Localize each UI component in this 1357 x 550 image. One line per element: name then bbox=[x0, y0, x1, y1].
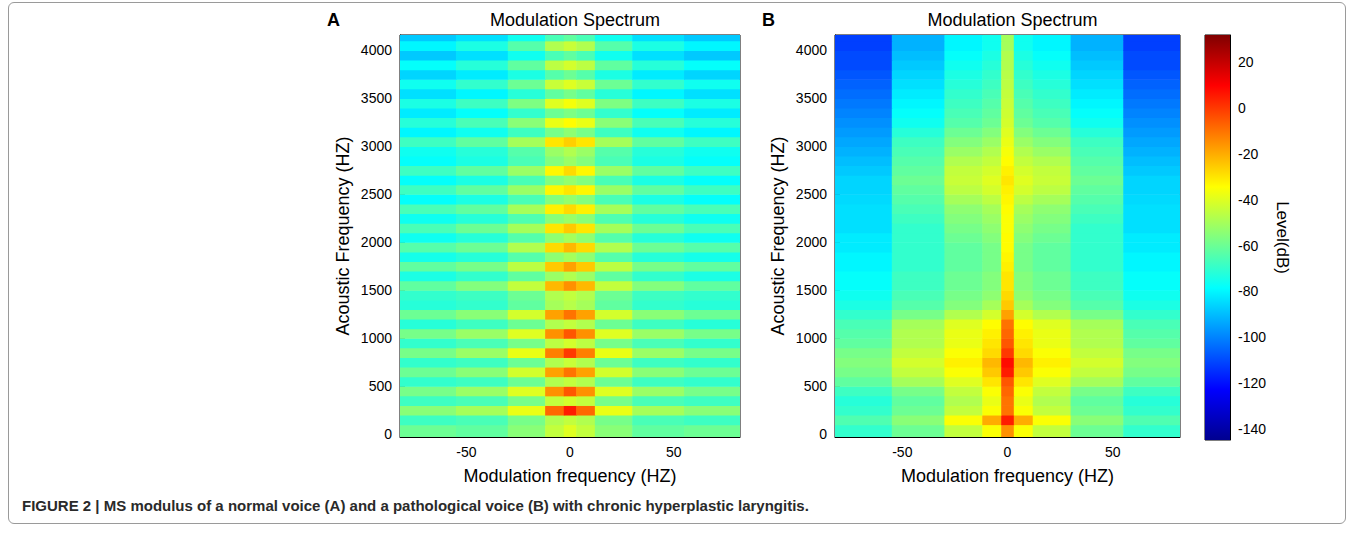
svg-text:-20: -20 bbox=[1238, 146, 1258, 162]
svg-text:-60: -60 bbox=[1238, 238, 1258, 254]
svg-text:3000: 3000 bbox=[361, 138, 392, 154]
svg-text:Acoustic Frequency (HZ): Acoustic Frequency (HZ) bbox=[768, 136, 788, 335]
svg-text:0: 0 bbox=[1004, 444, 1012, 460]
svg-text:50: 50 bbox=[666, 444, 682, 460]
svg-text:A: A bbox=[327, 10, 340, 30]
svg-text:50: 50 bbox=[1105, 444, 1121, 460]
svg-text:1000: 1000 bbox=[796, 330, 827, 346]
svg-text:20: 20 bbox=[1238, 54, 1254, 70]
svg-text:3000: 3000 bbox=[796, 138, 827, 154]
svg-text:4000: 4000 bbox=[796, 42, 827, 58]
svg-text:2000: 2000 bbox=[796, 234, 827, 250]
svg-text:3500: 3500 bbox=[361, 90, 392, 106]
html-text:FIGURE 2 | MS modulus of a nor: FIGURE 2 | MS modulus of a normal voice … bbox=[22, 497, 809, 514]
svg-text:3500: 3500 bbox=[796, 90, 827, 106]
svg-text:2500: 2500 bbox=[361, 186, 392, 202]
svg-text:Modulation frequency (HZ): Modulation frequency (HZ) bbox=[463, 466, 676, 486]
svg-text:0: 0 bbox=[384, 426, 392, 442]
svg-text:Modulation Spectrum: Modulation Spectrum bbox=[490, 10, 660, 30]
svg-text:Acoustic Frequency (HZ): Acoustic Frequency (HZ) bbox=[333, 136, 353, 335]
svg-text:-50: -50 bbox=[456, 444, 476, 460]
svg-text:B: B bbox=[762, 10, 775, 30]
svg-text:-120: -120 bbox=[1238, 375, 1266, 391]
svg-text:-40: -40 bbox=[1238, 192, 1258, 208]
svg-text:-50: -50 bbox=[892, 444, 912, 460]
svg-text:Level(dB): Level(dB) bbox=[1273, 201, 1292, 274]
svg-text:Modulation frequency (HZ): Modulation frequency (HZ) bbox=[901, 466, 1114, 486]
svg-text:-80: -80 bbox=[1238, 283, 1258, 299]
svg-text:1000: 1000 bbox=[361, 330, 392, 346]
svg-text:0: 0 bbox=[819, 426, 827, 442]
svg-text:500: 500 bbox=[804, 378, 828, 394]
svg-text:1500: 1500 bbox=[796, 282, 827, 298]
svg-text:0: 0 bbox=[1238, 100, 1246, 116]
svg-text:-140: -140 bbox=[1238, 421, 1266, 437]
svg-text:1500: 1500 bbox=[361, 282, 392, 298]
svg-text:4000: 4000 bbox=[361, 42, 392, 58]
svg-text:500: 500 bbox=[369, 378, 393, 394]
svg-text:-100: -100 bbox=[1238, 329, 1266, 345]
svg-text:Modulation Spectrum: Modulation Spectrum bbox=[927, 10, 1097, 30]
svg-text:2500: 2500 bbox=[796, 186, 827, 202]
svg-text:0: 0 bbox=[566, 444, 574, 460]
svg-text:2000: 2000 bbox=[361, 234, 392, 250]
